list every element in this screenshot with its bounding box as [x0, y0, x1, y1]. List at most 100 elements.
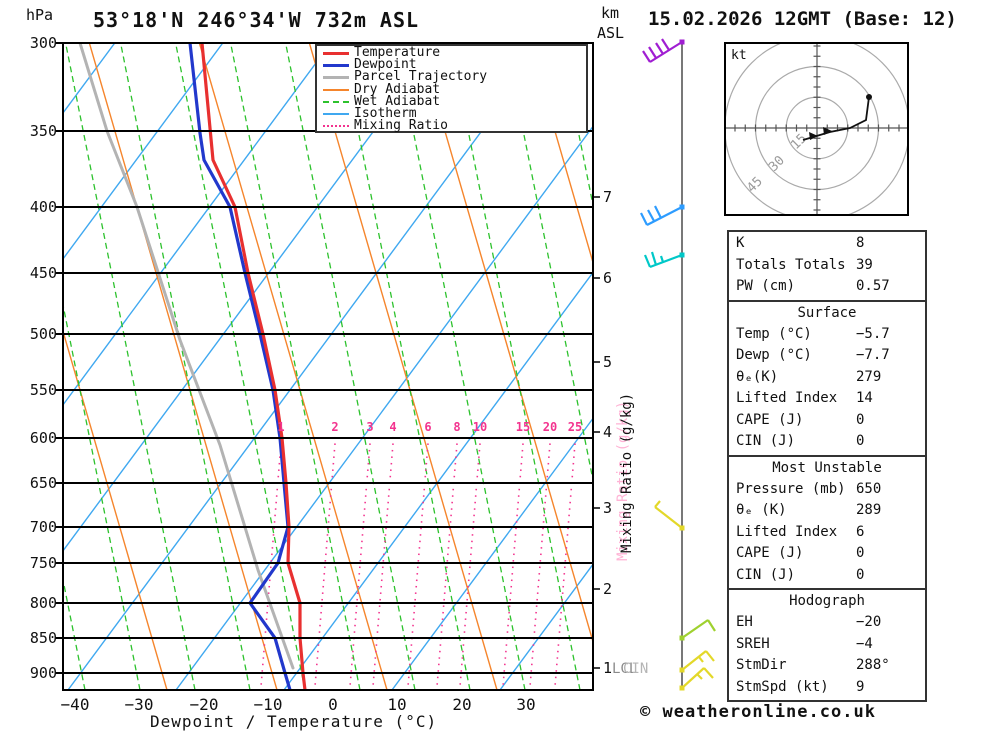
- pressure-tick-label: 550: [29, 381, 57, 399]
- pressure-tick-label: 700: [29, 518, 57, 536]
- table-row: Temp (°C) −5.7: [736, 324, 918, 346]
- pressure-tick-label: 600: [29, 429, 57, 447]
- legend-sample-dotted: [323, 125, 349, 128]
- mixing-ratio-value-label: 6: [424, 420, 432, 434]
- mixing-ratio-value-label: 25: [567, 420, 583, 434]
- x-axis-title: Dewpoint / Temperature (°C): [150, 712, 438, 731]
- table-row-value: −4: [856, 635, 873, 652]
- mixing-ratio-value-label: 3: [366, 420, 374, 434]
- isotherm-lines: [63, 43, 593, 690]
- table-row-value: 0: [856, 411, 865, 428]
- table-row: EH −20: [736, 612, 918, 634]
- table-row-label: θₑ (K): [736, 502, 787, 518]
- table-row-label: Pressure (mb): [736, 480, 846, 497]
- table-row-value: −20: [856, 614, 882, 630]
- table-row: CAPE (J) 0: [736, 543, 918, 565]
- pressure-tick-label: 350: [29, 122, 57, 140]
- dewpoint-curve: [188, 43, 292, 690]
- table-row-label: Temp (°C): [736, 325, 812, 342]
- wind-barb-0: [642, 38, 685, 63]
- table-row: SREH −4: [736, 634, 918, 656]
- table-section-title: Hodograph: [789, 593, 865, 609]
- table-row-label: StmSpd (kt): [736, 678, 829, 695]
- legend-sample-solid: [323, 113, 349, 116]
- wind-barb-2: [643, 251, 685, 269]
- km-ticks: [593, 196, 600, 669]
- lcl-marker-label: LCL: [612, 661, 638, 677]
- legend-item: Temperature: [321, 46, 586, 59]
- temp-tick-label: −10: [253, 695, 283, 714]
- pressure-tick-label: 500: [29, 325, 57, 343]
- table-row-value: 14: [856, 390, 873, 406]
- table-row: Dewp (°C) −7.7: [736, 345, 918, 367]
- table-row-label: CIN (J): [736, 566, 796, 583]
- mixing-ratio-value-label: 20: [542, 420, 558, 434]
- mixing-ratio-value-label: 2: [331, 420, 339, 434]
- table-section: Most Unstable Pressure (mb) 650 θₑ (K) 289 Li…: [727, 454, 927, 590]
- legend-sample-solid: [323, 51, 349, 55]
- table-row-value: 6: [856, 523, 865, 540]
- table-row-label: Totals Totals: [736, 256, 846, 273]
- temp-tick-label: 20: [452, 695, 472, 714]
- mixing-ratio-value-label: 15: [515, 420, 531, 434]
- km-tick-label: 5: [603, 353, 613, 371]
- temperature-curve: [200, 43, 307, 690]
- table-row-value: −7.7: [856, 347, 890, 363]
- pressure-tick-label: 650: [29, 474, 57, 492]
- table-row-value: 650: [856, 480, 882, 497]
- dry_adiabat-lines: [63, 43, 593, 690]
- table-row-value: 0: [856, 433, 865, 449]
- cin-marker-label: CIN: [623, 661, 649, 677]
- table-section: Surface Temp (°C) −5.7 Dewp (°C) −7.7 θₑ(K) 27…: [727, 299, 927, 457]
- table-section-title: Surface: [797, 304, 857, 321]
- wind-barb-3: [654, 500, 685, 531]
- mixing-ratio-value-label: 8: [453, 420, 461, 434]
- table-row: θₑ (K) 289: [736, 500, 918, 522]
- temp-tick-label: 30: [516, 695, 536, 714]
- legend-label: Isotherm: [354, 106, 417, 122]
- table-row-label: θₑ(K): [736, 368, 779, 385]
- wind-barb-6: [679, 667, 714, 691]
- temp-tick-label: −30: [124, 695, 154, 714]
- hodograph-ring-label: 15: [788, 131, 810, 153]
- table-row-label: Lifted Index: [736, 390, 838, 406]
- mixing-ratio-value-label: 1: [277, 420, 285, 434]
- copyright-text: © weatheronline.co.uk: [640, 702, 876, 722]
- table-row-label: K: [736, 235, 745, 251]
- run-date-title: 15.02.2026 12GMT (Base: 12): [648, 8, 957, 30]
- table-row-label: Lifted Index: [736, 523, 838, 540]
- legend-label: Mixing Ratio: [354, 118, 448, 134]
- temp-tick-label: −40: [60, 695, 90, 714]
- pressure-tick-label: 850: [29, 629, 57, 647]
- pressure-tick-label: 400: [29, 198, 57, 216]
- table-row: Lifted Index 14: [736, 388, 918, 410]
- pressure-tick-label: 800: [29, 594, 57, 612]
- plot-frame: [62, 42, 594, 691]
- table-row: CIN (J) 0: [736, 431, 918, 453]
- hodograph-frame: [724, 42, 909, 216]
- table-row: Lifted Index 6: [736, 522, 918, 544]
- pressure-unit-label: hPa: [26, 6, 54, 24]
- table-row-label: PW (cm): [736, 278, 796, 294]
- table-row-label: Dewp (°C): [736, 347, 812, 363]
- legend-sample-solid: [323, 75, 349, 79]
- station-title: 53°18'N 246°34'W 732m ASL: [93, 8, 420, 32]
- legend-sample-solid: [323, 63, 349, 67]
- table-row-value: 279: [856, 368, 882, 385]
- table-row-label: EH: [736, 614, 753, 630]
- table-row-label: SREH: [736, 635, 770, 652]
- km-tick-label: 4: [603, 423, 613, 441]
- wind-barb-4: [679, 619, 716, 641]
- legend-label: Parcel Trajectory: [354, 69, 488, 85]
- km-tick-label: 1: [603, 659, 613, 677]
- table-row-value: 288°: [856, 657, 890, 673]
- legend-sample-dashed: [323, 100, 349, 103]
- altitude-unit-label: km: [601, 4, 620, 22]
- pressure-tick-label: 750: [29, 554, 57, 572]
- hodograph-ring-label: 45: [744, 174, 766, 196]
- table-row: CIN (J) 0: [736, 565, 918, 587]
- table-row-label: StmDir: [736, 657, 787, 673]
